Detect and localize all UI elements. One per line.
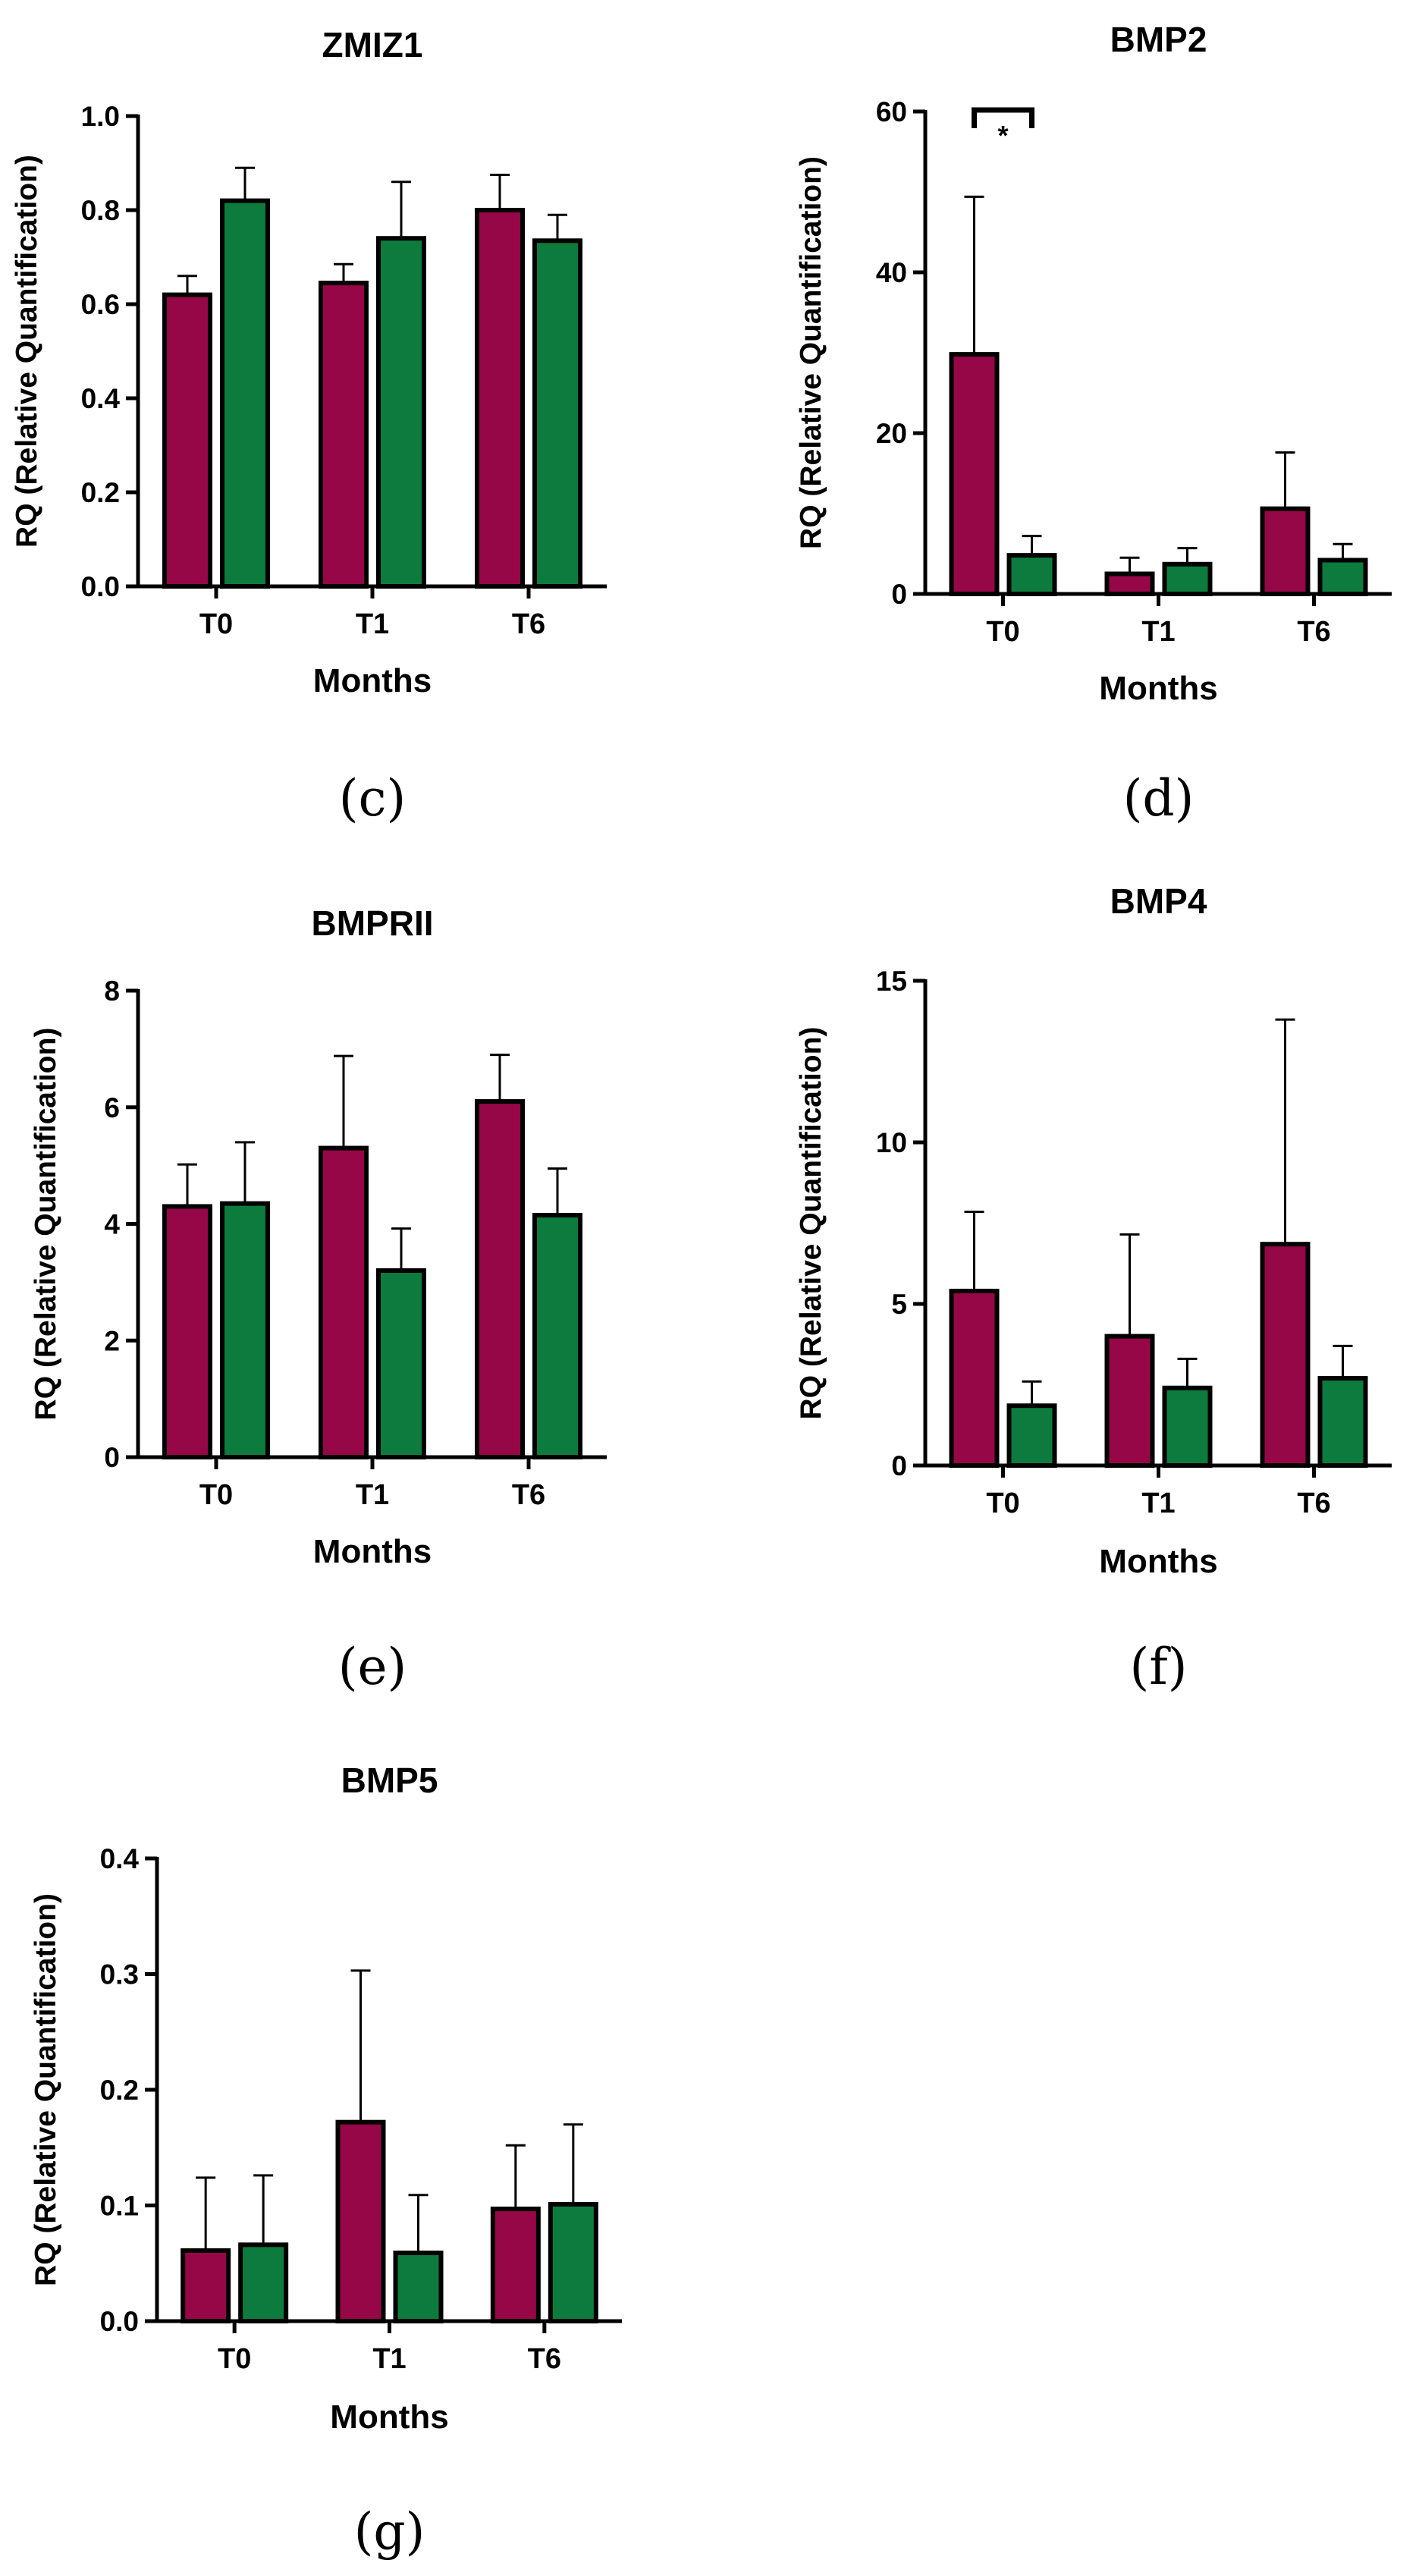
bar-t0-green — [220, 1201, 270, 1459]
bar-t0-green — [220, 198, 270, 589]
bar-t0-red — [949, 352, 1000, 596]
chart-bmp4: BMP4 RQ (Relative Quantification) 0 5 10 15 T0… — [795, 881, 1392, 1696]
bar-t6-green — [1317, 558, 1368, 596]
x-tick-label: T1 — [1141, 1487, 1175, 1519]
y-tick-label: 8 — [104, 975, 120, 1007]
bar-t6-green — [532, 1212, 582, 1459]
y-tick-label: 2 — [104, 1325, 120, 1356]
bar-t1-green — [1162, 561, 1213, 597]
panel-label: (d) — [1123, 769, 1195, 828]
x-tick-label: T0 — [986, 1487, 1019, 1519]
y-tick-label: 0.6 — [81, 289, 120, 320]
panel-label: (g) — [354, 2502, 425, 2561]
x-tick-label: T6 — [1297, 616, 1330, 648]
x-tick-label: T0 — [199, 608, 233, 640]
bar-t6-green — [548, 2201, 598, 2324]
x-axis-label: Months — [313, 662, 432, 699]
bar-t6-red — [475, 208, 525, 589]
y-axis-label: RQ (Relative Quantification) — [11, 155, 43, 548]
y-tick-label: 20 — [876, 418, 907, 449]
panel-label: (f) — [1130, 1638, 1188, 1696]
x-tick-label: T0 — [199, 1479, 233, 1511]
y-tick-label: 0 — [891, 1450, 907, 1481]
bar-t1-red — [335, 2119, 386, 2323]
bar-t0-red — [162, 292, 212, 589]
x-axis-label: Months — [1099, 1543, 1217, 1580]
bar-t1-green — [376, 236, 426, 589]
chart-title: BMP5 — [341, 1761, 438, 1800]
bar-t6-red — [475, 1099, 525, 1459]
y-tick-label: 0.4 — [81, 383, 121, 414]
chart-bmprii: BMPRII RQ (Relative Quantification) 0 2 4 6 8 T… — [30, 903, 607, 1696]
y-tick-label: 0.0 — [81, 571, 120, 602]
chart-title: ZMIZ1 — [322, 25, 423, 64]
chart-title: BMPRII — [312, 903, 434, 943]
y-tick-label: 0.0 — [100, 2306, 139, 2337]
bar-t0-green — [1006, 1403, 1057, 1468]
x-tick-label: T0 — [986, 616, 1019, 648]
bar-t6-red — [490, 2207, 541, 2323]
significance-marker: * — [997, 120, 1008, 151]
chart-zmiz1: ZMIZ1 RQ (Relative Quantification) 0.0 0.2 0… — [11, 25, 607, 828]
bar-t1-green — [376, 1268, 426, 1459]
y-tick-label: 15 — [876, 966, 907, 997]
y-tick-label: 5 — [891, 1289, 907, 1320]
x-axis-label: Months — [330, 2399, 448, 2436]
y-tick-label: 0.3 — [100, 1959, 139, 1990]
chart-bmp5: BMP5 RQ (Relative Quantification) 0.0 0.1 0.… — [30, 1761, 622, 2561]
y-axis-label: RQ (Relative Quantification) — [30, 1893, 62, 2286]
y-tick-label: 6 — [104, 1092, 120, 1123]
y-tick-label: 4 — [104, 1209, 120, 1240]
bar-t0-green — [1006, 553, 1057, 596]
y-tick-label: 0.2 — [81, 477, 120, 508]
bar-t1-red — [319, 281, 369, 589]
x-tick-label: T6 — [1297, 1487, 1330, 1519]
y-tick-label: 0 — [104, 1442, 120, 1473]
chart-title: BMP4 — [1110, 881, 1207, 921]
bar-t6-red — [1260, 1242, 1311, 1468]
x-tick-label: T1 — [356, 1479, 389, 1511]
y-tick-label: 0.8 — [81, 195, 120, 226]
x-tick-label: T1 — [1141, 616, 1175, 648]
y-tick-label: 0.4 — [100, 1843, 140, 1874]
x-tick-label: T0 — [218, 2343, 251, 2375]
panel-label: (c) — [339, 769, 406, 828]
bar-t1-green — [1162, 1385, 1213, 1469]
bar-t0-red — [949, 1288, 1000, 1468]
chart-title: BMP2 — [1110, 20, 1207, 59]
y-tick-label: 0.2 — [100, 2075, 139, 2106]
x-tick-label: T6 — [528, 2343, 561, 2375]
y-tick-label: 10 — [876, 1127, 907, 1158]
y-tick-label: 60 — [876, 96, 907, 127]
y-axis-label: RQ (Relative Quantification) — [795, 156, 827, 549]
x-tick-label: T6 — [512, 608, 545, 640]
y-tick-label: 0 — [891, 579, 907, 610]
bar-t0-green — [238, 2242, 289, 2324]
y-tick-label: 1.0 — [81, 101, 120, 132]
y-tick-label: 0.1 — [100, 2191, 139, 2222]
bar-t0-red — [181, 2248, 231, 2324]
bar-t6-green — [1317, 1375, 1368, 1468]
bar-t1-red — [1104, 1334, 1155, 1468]
x-axis-label: Months — [1099, 670, 1217, 707]
y-tick-label: 40 — [876, 257, 907, 288]
bar-t0-red — [162, 1204, 212, 1459]
y-axis-label: RQ (Relative Quantification) — [30, 1028, 62, 1421]
panel-label: (e) — [338, 1638, 407, 1696]
x-tick-label: T1 — [356, 608, 389, 640]
bar-t1-red — [1104, 571, 1155, 596]
y-axis-label: RQ (Relative Quantification) — [795, 1027, 827, 1420]
bar-t1-red — [319, 1145, 369, 1459]
bar-t6-red — [1260, 506, 1311, 597]
significance-bracket — [972, 107, 1034, 128]
chart-bmp2: BMP2 RQ (Relative Quantification) 0 20 40 60 T… — [795, 20, 1392, 828]
bar-t1-green — [393, 2251, 444, 2323]
x-tick-label: T1 — [372, 2343, 406, 2375]
x-tick-label: T6 — [512, 1479, 545, 1511]
x-axis-label: Months — [313, 1533, 432, 1570]
bar-t6-green — [532, 238, 582, 589]
